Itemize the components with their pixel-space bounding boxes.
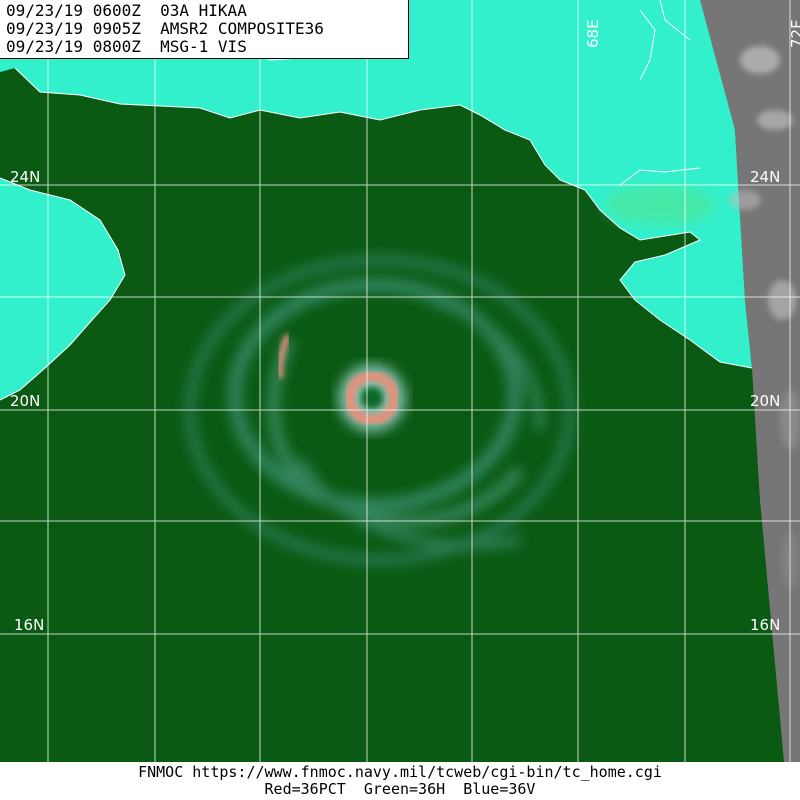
eyewall: [345, 371, 399, 425]
footer-url-line: FNMOC https://www.fnmoc.navy.mil/tcweb/c…: [138, 763, 662, 781]
footer-channel-line: Red=36PCT Green=36H Blue=36V: [264, 780, 536, 798]
west-landmass: [0, 178, 125, 400]
header-line-3: 09/23/19 0800Z MSG-1 VIS: [6, 37, 247, 56]
lat-label-24n-right: 24N: [750, 168, 781, 186]
lat-label-20n-right: 20N: [750, 392, 781, 410]
rainband-hotspot: [276, 333, 291, 379]
image-header: 09/23/19 0600Z 03A HIKAA 09/23/19 0905Z …: [0, 0, 409, 59]
eye: [361, 387, 383, 409]
inland-patch: [605, 185, 715, 225]
coastlines: [0, 0, 753, 401]
lon-label-68e: 68E: [584, 19, 602, 48]
map-graphics: [0, 0, 800, 762]
north-landmass: [0, 0, 752, 368]
image-footer: FNMOC https://www.fnmoc.navy.mil/tcweb/c…: [0, 762, 800, 800]
satellite-map: 24N 24N 20N 20N 16N 16N 68E 72E: [0, 0, 800, 762]
vis-swath: [700, 0, 800, 762]
header-line-2: 09/23/19 0905Z AMSR2 COMPOSITE36: [6, 19, 324, 38]
lat-label-16n-right: 16N: [750, 616, 781, 634]
lat-lon-grid: [0, 0, 800, 762]
header-line-1: 09/23/19 0600Z 03A HIKAA: [6, 1, 247, 20]
lat-label-20n-left: 20N: [10, 392, 41, 410]
lat-label-16n-left: 16N: [14, 616, 45, 634]
lon-label-72e: 72E: [788, 19, 800, 48]
lat-label-24n-left: 24N: [10, 168, 41, 186]
